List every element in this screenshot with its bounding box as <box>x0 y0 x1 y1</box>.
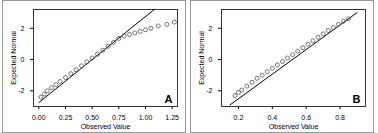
svg-text:B: B <box>353 93 361 105</box>
svg-text:-2: -2 <box>18 87 24 94</box>
svg-text:A: A <box>165 93 173 105</box>
svg-text:2: 2 <box>209 25 213 32</box>
svg-text:-2: -2 <box>206 87 212 94</box>
svg-text:0: 0 <box>21 56 25 63</box>
svg-text:1.25: 1.25 <box>165 114 179 121</box>
svg-text:Expected Normal: Expected Normal <box>198 31 206 85</box>
svg-text:0: 0 <box>209 56 213 63</box>
svg-text:0.6: 0.6 <box>301 114 311 121</box>
svg-text:0.2: 0.2 <box>234 114 244 121</box>
svg-text:0.25: 0.25 <box>59 114 73 121</box>
svg-text:0.75: 0.75 <box>112 114 126 121</box>
svg-text:Observed Value: Observed Value <box>81 123 131 130</box>
svg-text:1.00: 1.00 <box>139 114 153 121</box>
svg-text:Expected Normal: Expected Normal <box>10 31 18 85</box>
svg-text:Observed Value: Observed Value <box>269 123 319 130</box>
svg-text:0.4: 0.4 <box>267 114 277 121</box>
svg-text:2: 2 <box>21 25 25 32</box>
svg-text:0.50: 0.50 <box>85 114 99 121</box>
svg-text:0.00: 0.00 <box>32 114 46 121</box>
svg-text:0.8: 0.8 <box>335 114 345 121</box>
